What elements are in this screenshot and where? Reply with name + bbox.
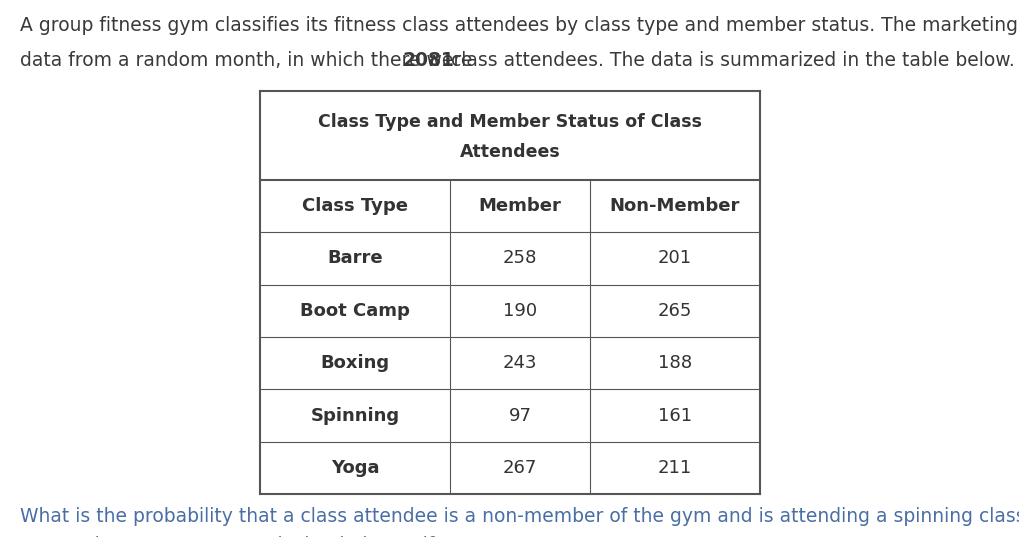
Text: 243: 243 <box>502 354 537 372</box>
Text: Yoga: Yoga <box>330 459 379 477</box>
Text: data from a random month, in which there were: data from a random month, in which there… <box>20 51 478 70</box>
Text: A group fitness gym classifies its fitness class attendees by class type and mem: A group fitness gym classifies its fitne… <box>20 16 1019 35</box>
Text: or round your answer to 4 decimal places, if necessary.: or round your answer to 4 decimal places… <box>20 536 539 537</box>
Text: Attendees: Attendees <box>460 143 559 161</box>
Text: 188: 188 <box>657 354 691 372</box>
Text: 161: 161 <box>657 407 691 425</box>
Text: 201: 201 <box>657 249 691 267</box>
Text: 2081: 2081 <box>403 51 454 70</box>
Text: 265: 265 <box>657 302 692 320</box>
Text: Boot Camp: Boot Camp <box>300 302 410 320</box>
Text: 211: 211 <box>657 459 691 477</box>
Text: Spinning: Spinning <box>310 407 399 425</box>
Text: Class Type: Class Type <box>302 197 408 215</box>
Text: 258: 258 <box>502 249 537 267</box>
Text: 190: 190 <box>502 302 537 320</box>
Text: 267: 267 <box>502 459 537 477</box>
Text: What is the probability that a class attendee is a non-member of the gym and is : What is the probability that a class att… <box>20 507 1019 526</box>
Text: Non-Member: Non-Member <box>609 197 740 215</box>
Text: Boxing: Boxing <box>320 354 389 372</box>
Text: 97: 97 <box>508 407 531 425</box>
Text: Member: Member <box>478 197 560 215</box>
Text: Barre: Barre <box>327 249 382 267</box>
Text: class attendees. The data is summarized in the table below.: class attendees. The data is summarized … <box>444 51 1014 70</box>
Text: Class Type and Member Status of Class: Class Type and Member Status of Class <box>318 113 701 131</box>
